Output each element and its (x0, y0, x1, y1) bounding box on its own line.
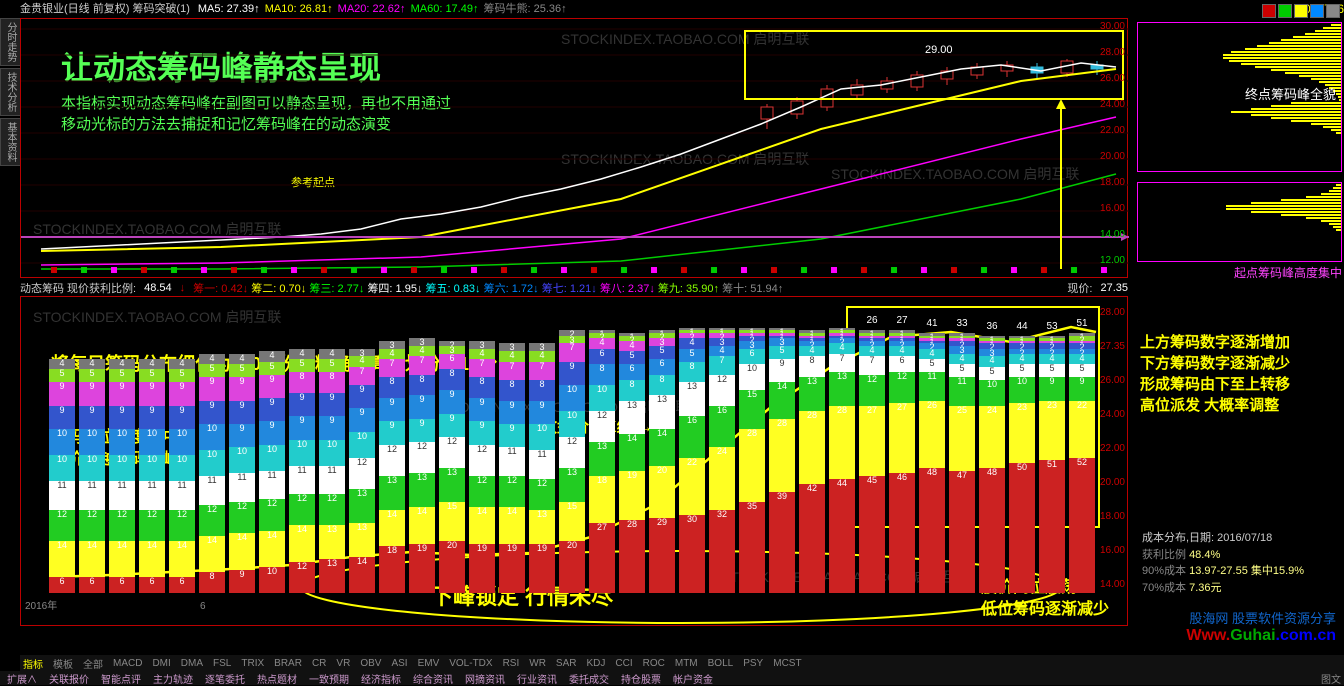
indicator-tab[interactable]: VOL-TDX (446, 658, 495, 669)
ref-label: 参考起点 (291, 174, 335, 190)
commentary: 上方筹码数字逐渐增加下方筹码数字逐渐减少形成筹码由下至上转移高位派发 大概率调整 (1140, 332, 1340, 416)
indicator-tab[interactable]: MACD (110, 658, 145, 669)
chip-distribution-chart[interactable]: STOCKINDEX.TAOBAO.COM 启明互联 STOCKINDEX.TA… (20, 296, 1128, 626)
panel-icon[interactable] (1278, 4, 1292, 18)
svg-text:29.00: 29.00 (925, 44, 953, 56)
panel-icon[interactable] (1326, 4, 1340, 18)
indicator-tab[interactable]: TRIX (238, 658, 267, 669)
chip-profit: 48.54 (144, 282, 172, 294)
indicator-tab[interactable]: FSL (210, 658, 234, 669)
extend-tab[interactable]: 持仓股票 (618, 671, 664, 686)
main-kline-chart[interactable]: 让动态筹码峰静态呈现 本指标实现动态筹码峰在副图可以静态呈现，再也不用通过移动光… (20, 18, 1128, 278)
extend-bar: 扩展∧ 关联报价智能点评主力轨迹逐笔委托热点题材一致预期经济指标综合资讯网摘资讯行… (0, 671, 1344, 685)
indicator-tab[interactable]: ASI (388, 658, 410, 669)
indicator-tab[interactable]: DMI (149, 658, 173, 669)
price-label: 现价: (1067, 280, 1092, 296)
left-tabs: 分时走势 技术分析 基本资料 (0, 18, 18, 298)
indicator-tab[interactable]: RSI (500, 658, 523, 669)
extend-tab[interactable]: 热点题材 (254, 671, 300, 686)
indicator-tab[interactable]: 模板 (50, 656, 76, 671)
indicator-tab[interactable]: SAR (553, 658, 580, 669)
tab-tech[interactable]: 技术分析 (0, 68, 21, 116)
dist1-label: 终点筹码峰全貌 (1245, 84, 1336, 103)
extend-tab[interactable]: 主力轨迹 (150, 671, 196, 686)
panel-icons (1262, 4, 1340, 18)
extend-tab[interactable]: 帐户资金 (670, 671, 716, 686)
indicator-tab[interactable]: MTM (672, 658, 701, 669)
chip-label: 动态筹码 现价获利比例: (20, 280, 136, 296)
chip-header: 动态筹码 现价获利比例: 48.54 ↓ 筹一: 0.42↓ 筹二: 0.70↓… (20, 280, 1128, 296)
indicator-tab[interactable]: VR (333, 658, 353, 669)
indicator-bar: 指标模板全部 MACD DMI DMA FSL TRIX BRAR CR VR OBV ASI EMV… (20, 655, 1344, 671)
indicator-tab[interactable]: WR (526, 658, 549, 669)
indicator-tab[interactable]: 全部 (80, 656, 106, 671)
watermark: STOCKINDEX.TAOBAO.COM 启明互联 (831, 164, 1079, 184)
tab-basic[interactable]: 基本资料 (0, 118, 21, 166)
extend-tab[interactable]: 委托成交 (566, 671, 612, 686)
tab-timeline[interactable]: 分时走势 (0, 18, 21, 66)
indicator-tab[interactable]: 指标 (20, 656, 46, 671)
indicator-tab[interactable]: DMA (178, 658, 206, 669)
extend-tab[interactable]: 综合资讯 (410, 671, 456, 686)
indicator-tab[interactable]: PSY (740, 658, 766, 669)
overlay-title: 让动态筹码峰静态呈现 (61, 43, 381, 89)
extend-tab[interactable]: 关联报价 (46, 671, 92, 686)
overlay-subtitle: 本指标实现动态筹码峰在副图可以静态呈现，再也不用通过移动光标的方法去捕捉和记忆筹… (61, 93, 451, 135)
indicator-tab[interactable]: BOLL (705, 658, 737, 669)
cost-info: 成本分布,日期: 2016/07/18获利比例 48.4%90%成本 13.97… (1140, 528, 1340, 598)
panel-icon[interactable] (1262, 4, 1276, 18)
watermark: STOCKINDEX.TAOBAO.COM 启明互联 (33, 307, 281, 327)
right-panel: 002716 终点筹码峰全貌 起点筹码峰高度集中 上方筹码数字逐渐增加下方筹码数… (1134, 2, 1344, 628)
watermark: STOCKINDEX.TAOBAO.COM 启明互联 (33, 219, 281, 239)
extend-tab[interactable]: 智能点评 (98, 671, 144, 686)
watermark: STOCKINDEX.TAOBAO.COM 启明互联 (561, 29, 809, 49)
indicator-tab[interactable]: KDJ (583, 658, 608, 669)
extend-tab[interactable]: 一致预期 (306, 671, 352, 686)
extend-tab[interactable]: 网摘资讯 (462, 671, 508, 686)
price-value: 27.35 (1100, 282, 1128, 294)
indicator-tab[interactable]: ROC (640, 658, 668, 669)
indicator-tab[interactable]: EMV (415, 658, 443, 669)
x-axis: 2016年 6 (21, 597, 1127, 611)
indicator-tab[interactable]: CCI (612, 658, 635, 669)
indicator-tab[interactable]: MCST (770, 658, 804, 669)
watermark: STOCKINDEX.TAOBAO.COM 启明互联 (561, 149, 809, 169)
site-branding: 股海网 股票软件资源分享 Www.Guhai.com.cn (1186, 608, 1336, 645)
extend-right[interactable]: 图文 (1318, 671, 1344, 686)
extend-tab[interactable]: 逐笔委托 (202, 671, 248, 686)
extend-tab[interactable]: 扩展∧ (4, 671, 40, 686)
indicator-tab[interactable]: CR (309, 658, 329, 669)
site-url: Www.Guhai.com.cn (1186, 627, 1336, 645)
stock-name: 金贵银业(日线 前复权) 筹码突破(1) (20, 0, 190, 16)
extend-tab[interactable]: 经济指标 (358, 671, 404, 686)
panel-icon[interactable] (1310, 4, 1324, 18)
indicator-tab[interactable]: BRAR (271, 658, 305, 669)
extend-tab[interactable]: 行业资讯 (514, 671, 560, 686)
dist2-label: 起点筹码峰高度集中 (1234, 264, 1342, 281)
panel-icon[interactable] (1294, 4, 1308, 18)
indicator-tab[interactable]: OBV (357, 658, 384, 669)
chip-dist-start (1137, 182, 1342, 262)
